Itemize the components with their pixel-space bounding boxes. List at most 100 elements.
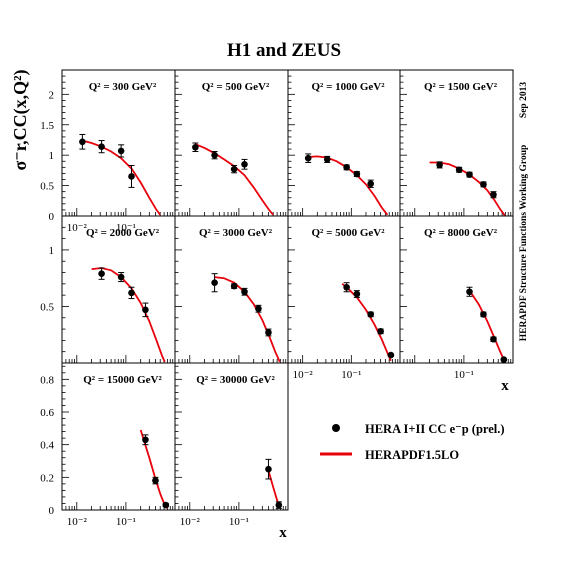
y-axis-label: σ⁻r,CC(x,Q²) [10, 69, 31, 170]
panel-7: 10⁻² 10⁻¹ Q² = 5000 GeV² [287, 215, 401, 381]
x-tick-label: 10⁻² [67, 222, 88, 234]
data-point [255, 305, 262, 313]
data-point [480, 181, 487, 188]
x-tick-label: 10⁻¹ [341, 369, 361, 381]
data-point [377, 328, 384, 335]
data-point [353, 170, 361, 178]
x-axis-label-right: x [501, 378, 509, 394]
panel-10: 10⁻² 10⁻¹ Q² = 30000 GeV² [174, 362, 289, 528]
data-point [490, 191, 497, 199]
x-tick-label: 10⁻² [293, 369, 314, 381]
y-tick-label: 2 [49, 89, 55, 101]
data-point [343, 283, 350, 291]
fit-curve [341, 283, 392, 362]
y-tick-label: 1 [49, 150, 55, 162]
q2-label: Q² = 300 GeV² [89, 81, 157, 93]
y-tick-label: 0.4 [40, 440, 54, 452]
data-point [490, 335, 497, 343]
data-point [162, 501, 170, 509]
data-point [152, 477, 159, 484]
data-point [241, 288, 248, 296]
legend-data-marker [332, 424, 340, 432]
fit-curve [468, 290, 506, 363]
data-point [387, 351, 395, 359]
fit-curve [308, 155, 389, 216]
q2-label: Q² = 3000 GeV² [199, 227, 273, 239]
y-tick-label: 0 [49, 211, 55, 223]
y-tick-label: 0.5 [40, 301, 54, 313]
q2-label: Q² = 5000 GeV² [311, 227, 385, 239]
fit-curve [429, 161, 506, 216]
x-tick-label: 10⁻¹ [116, 222, 136, 234]
fit-curve [195, 143, 274, 216]
panel-5: 0.5 1 Q² = 2000 GeV² [40, 215, 176, 364]
fit-curve [91, 267, 166, 363]
y-tick-label: 0.8 [40, 374, 54, 386]
data-point [192, 143, 199, 151]
data-point [142, 306, 149, 314]
date-text: Sep 2013 [519, 82, 529, 118]
data-point [142, 436, 149, 444]
data-point [98, 143, 105, 150]
data-point [436, 161, 443, 169]
y-tick-label: 1 [49, 245, 55, 257]
working-group-text: HERAPDF Structure Functions Working Grou… [519, 145, 529, 342]
q2-label: Q² = 15000 GeV² [83, 374, 162, 386]
panel-1: 0 0.5 1 1.5 2 10⁻² 10⁻¹ Q² = 300 GeV² [40, 69, 176, 234]
panel-6: Q² = 3000 GeV² [174, 215, 289, 364]
y-tick-label: 0 [49, 505, 55, 517]
data-point [343, 164, 350, 171]
chart-title: H1 and ZEUS [227, 40, 341, 61]
data-point [480, 311, 487, 318]
legend-fit-label: HERAPDF1.5LO [365, 448, 459, 462]
data-point [275, 501, 283, 509]
q2-label: Q² = 2000 GeV² [86, 227, 160, 239]
q2-label: Q² = 1500 GeV² [424, 81, 498, 93]
panel-9: 0 0.2 0.4 0.6 0.8 10⁻² 10⁻¹ Q² = 15000 GeV² [40, 362, 176, 528]
data-point [466, 171, 473, 178]
y-tick-label: 0.5 [40, 181, 54, 193]
data-point [367, 180, 374, 188]
y-tick-label: 1.5 [40, 120, 54, 132]
data-point [211, 151, 218, 159]
data-point [241, 160, 248, 168]
data-point [304, 154, 312, 162]
legend: HERA I+II CC e⁻p (prel.) HERAPDF1.5LO [320, 422, 505, 462]
data-point [117, 147, 125, 155]
x-tick-label: 10⁻² [180, 516, 201, 528]
q2-label: Q² = 1000 GeV² [311, 81, 385, 93]
data-point [211, 279, 218, 287]
y-tick-label: 0.6 [40, 407, 54, 419]
data-point [265, 465, 272, 473]
panel-grid: 0 0.5 1 1.5 2 10⁻² 10⁻¹ Q² = 300 GeV² Q² = 500 G… [40, 69, 514, 528]
panel-8: 10⁻¹ Q² = 8000 GeV² [399, 215, 514, 381]
data-point [466, 288, 473, 296]
panel-3: Q² = 1000 GeV² [287, 69, 401, 217]
data-point [79, 138, 86, 146]
data-point [117, 273, 125, 281]
x-tick-label: 10⁻¹ [454, 369, 474, 381]
data-point [265, 329, 272, 336]
y-tick-label: 0.2 [40, 472, 54, 484]
data-point [128, 289, 135, 297]
panel-2: Q² = 500 GeV² [174, 69, 289, 217]
data-point [323, 156, 331, 163]
q2-label: Q² = 500 GeV² [202, 81, 270, 93]
legend-data-label: HERA I+II CC e⁻p (prel.) [365, 422, 505, 436]
panel-4: Q² = 1500 GeV² [399, 69, 514, 217]
data-point [367, 311, 374, 318]
data-point [230, 165, 238, 173]
data-point [98, 270, 105, 277]
x-tick-label: 10⁻¹ [116, 516, 136, 528]
x-tick-label: 10⁻¹ [229, 516, 249, 528]
x-tick-label: 10⁻² [67, 516, 88, 528]
data-point [230, 282, 238, 290]
q2-label: Q² = 30000 GeV² [196, 374, 275, 386]
fit-curve [214, 276, 281, 363]
data-point [353, 290, 361, 298]
x-axis-label-bottom: x [279, 525, 287, 541]
fit-curve [82, 139, 161, 216]
data-point [128, 173, 135, 180]
q2-label: Q² = 8000 GeV² [424, 227, 498, 239]
